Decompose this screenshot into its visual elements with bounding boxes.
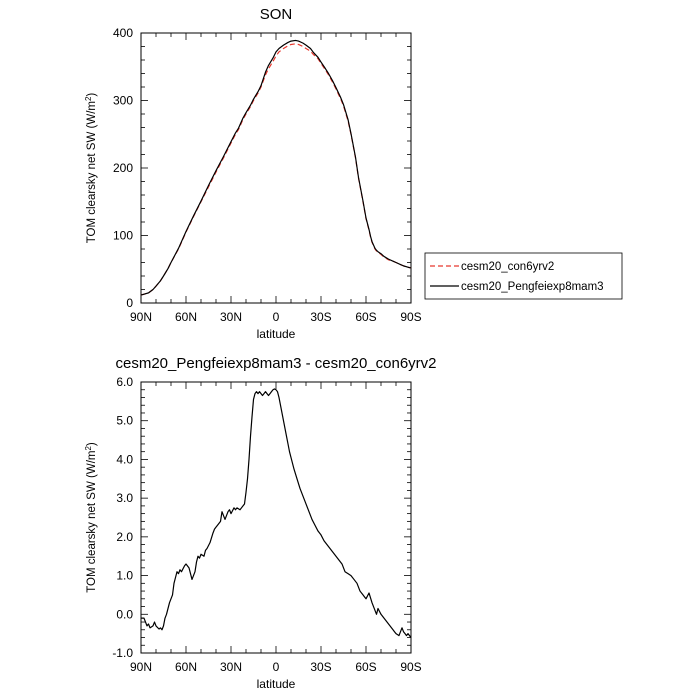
chart-title: cesm20_Pengfeiexp8mam3 - cesm20_con6yrv2 [116,355,437,372]
y-axis-label: TOM clearsky net SW (W/m2) [84,442,98,593]
x-axis-label: latitude [257,677,296,691]
x-axis-label: latitude [257,327,296,341]
x-tick-label: 0 [273,660,280,674]
y-tick-label: 100 [113,229,133,243]
y-tick-label: 300 [113,94,133,108]
x-tick-label: 30S [310,660,331,674]
x-tick-label: 90S [400,660,421,674]
y-tick-label: -1.0 [112,646,133,660]
x-tick-label: 60N [175,660,197,674]
x-tick-label: 60S [355,310,376,324]
axis-ticks [140,32,412,304]
legend-box [424,252,623,300]
y-tick-label: 400 [113,26,133,40]
y-axis-label: TOM clearsky net SW (W/m2) [84,93,98,244]
y-tick-label: 6.0 [116,375,133,389]
x-tick-label: 30S [310,310,331,324]
plot-frame [140,381,412,654]
y-tick-label: 0.0 [116,607,133,621]
bottom-chart: cesm20_Pengfeiexp8mam3 - cesm20_con6yrv2… [84,355,437,691]
x-tick-label: 90N [130,660,152,674]
plot-frame [140,32,412,304]
y-tick-label: 2.0 [116,530,133,544]
legend-label-1: cesm20_con6yrv2 [461,261,554,273]
y-tick-label: 0 [126,296,133,310]
x-tick-label: 60N [175,310,197,324]
y-tick-label: 4.0 [116,452,133,466]
x-tick-label: 90N [130,310,152,324]
chart-title: SON [260,6,293,23]
y-tick-label: 1.0 [116,569,133,583]
x-tick-label: 90S [400,310,421,324]
y-tick-label: 3.0 [116,491,133,505]
series-line-1 [140,43,412,296]
x-tick-label: 0 [273,310,280,324]
y-tick-label: 200 [113,161,133,175]
legend: cesm20_con6yrv2 cesm20_Pengfeiexp8mam3 [424,252,623,300]
y-tick-label: 5.0 [116,414,133,428]
top-chart: SON 90N 60N 30N 0 30S 60S 90S 0 100 200 300 400 latit… [84,6,422,341]
x-tick-label: 30N [220,310,242,324]
legend-label-2: cesm20_Pengfeiexp8mam3 [461,281,604,293]
x-tick-label: 60S [355,660,376,674]
series-line-1 [141,388,412,638]
axis-ticks [140,381,412,654]
x-tick-label: 30N [220,660,242,674]
series-line-2 [140,39,412,296]
